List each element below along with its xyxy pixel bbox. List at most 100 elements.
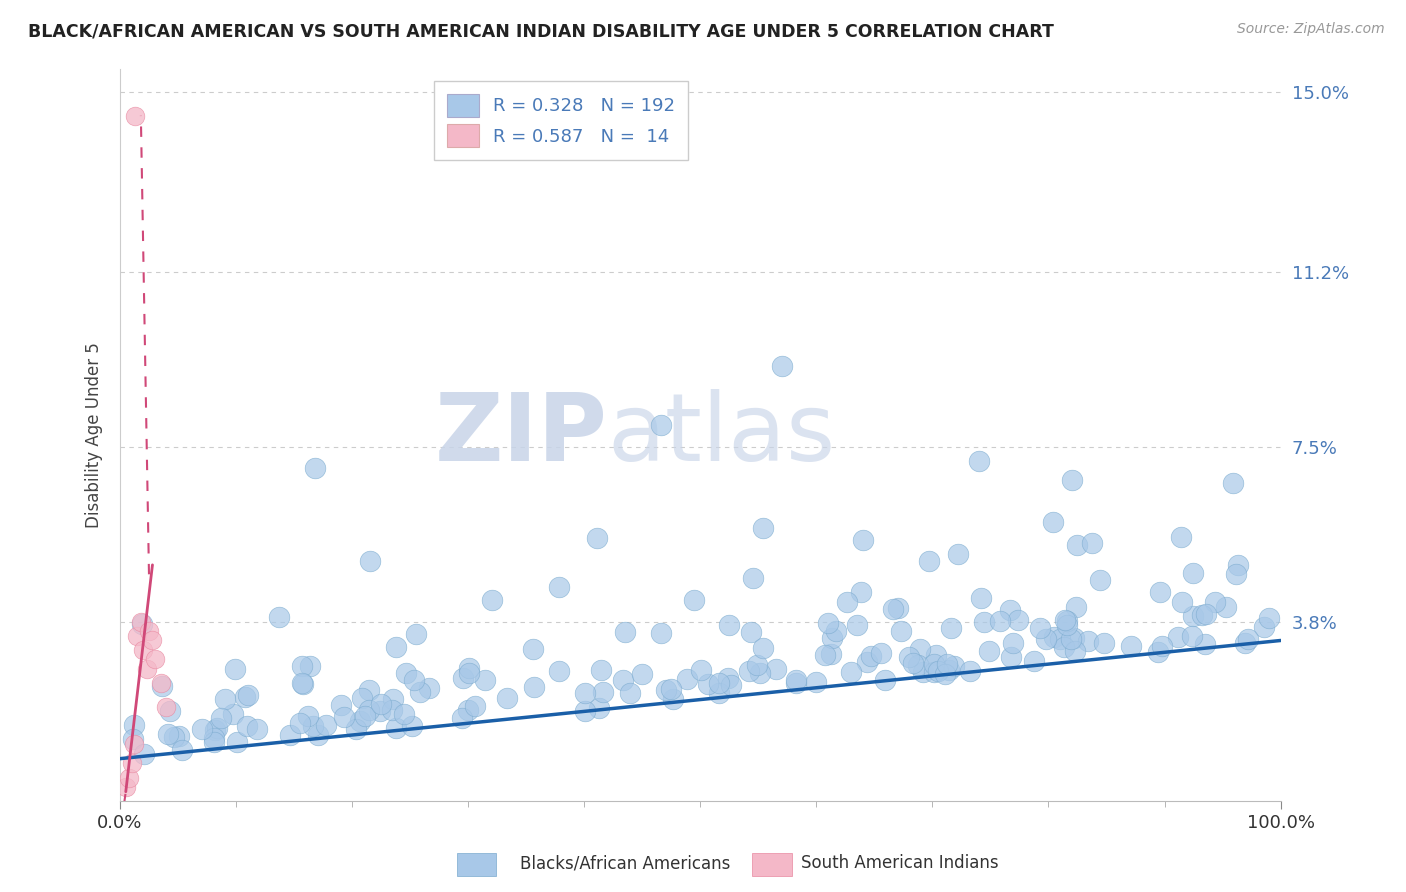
Blacks/African Americans	[612, 673, 634, 687]
Blacks/African Americans	[630, 667, 652, 681]
South American Indians	[121, 756, 143, 771]
Blacks/African Americans	[922, 665, 945, 679]
Blacks/African Americans	[707, 686, 730, 700]
South American Indians	[114, 780, 136, 794]
Blacks/African Americans	[333, 710, 356, 724]
Blacks/African Americans	[717, 671, 740, 685]
Blacks/African Americans	[707, 676, 730, 690]
Blacks/African Americans	[349, 714, 371, 728]
Blacks/African Americans	[496, 691, 519, 706]
Blacks/African Americans	[717, 618, 740, 632]
Blacks/African Americans	[1195, 607, 1218, 622]
Blacks/African Americans	[205, 721, 228, 735]
Blacks/African Americans	[720, 678, 742, 692]
Blacks/African Americans	[359, 703, 381, 717]
Blacks/African Americans	[1170, 530, 1192, 544]
Blacks/African Americans	[1077, 633, 1099, 648]
South American Indians	[127, 629, 149, 643]
Blacks/African Americans	[970, 591, 993, 605]
Blacks/African Americans	[302, 719, 325, 733]
Blacks/African Americans	[908, 641, 931, 656]
Text: BLACK/AFRICAN AMERICAN VS SOUTH AMERICAN INDIAN DISABILITY AGE UNDER 5 CORRELATI: BLACK/AFRICAN AMERICAN VS SOUTH AMERICAN…	[28, 22, 1054, 40]
Blacks/African Americans	[1007, 613, 1029, 627]
Blacks/African Americans	[370, 704, 392, 718]
Blacks/African Americans	[839, 665, 862, 679]
Blacks/African Americans	[1253, 620, 1275, 634]
Blacks/African Americans	[307, 728, 329, 742]
Blacks/African Americans	[925, 648, 948, 663]
Blacks/African Americans	[170, 743, 193, 757]
Blacks/African Americans	[1233, 635, 1256, 649]
Blacks/African Americans	[131, 617, 153, 632]
Blacks/African Americans	[927, 664, 949, 678]
Legend: R = 0.328   N = 192, R = 0.587   N =  14: R = 0.328 N = 192, R = 0.587 N = 14	[434, 81, 688, 160]
Text: Source: ZipAtlas.com: Source: ZipAtlas.com	[1237, 22, 1385, 37]
Blacks/African Americans	[859, 648, 882, 663]
Blacks/African Americans	[385, 722, 408, 736]
Blacks/African Americans	[922, 657, 945, 671]
Blacks/African Americans	[291, 658, 314, 673]
Blacks/African Americans	[591, 663, 613, 677]
Blacks/African Americans	[304, 461, 326, 475]
Blacks/African Americans	[156, 726, 179, 740]
Blacks/African Americans	[1049, 632, 1071, 647]
Blacks/African Americans	[887, 601, 910, 615]
Blacks/African Americans	[1215, 600, 1237, 615]
Blacks/African Americans	[765, 661, 787, 675]
Blacks/African Americans	[659, 682, 682, 697]
Blacks/African Americans	[820, 648, 842, 662]
South American Indians	[129, 615, 152, 629]
Blacks/African Americans	[1054, 613, 1077, 627]
Blacks/African Americans	[457, 665, 479, 680]
Blacks/African Americans	[405, 627, 427, 641]
Blacks/African Americans	[946, 547, 969, 561]
South American Indians	[149, 676, 172, 690]
Blacks/African Americans	[1000, 603, 1022, 617]
Text: ZIP: ZIP	[434, 389, 607, 481]
Blacks/African Americans	[785, 676, 807, 690]
Blacks/African Americans	[169, 729, 191, 743]
Blacks/African Americans	[804, 675, 827, 690]
Blacks/African Americans	[458, 661, 481, 675]
Blacks/African Americans	[689, 663, 711, 677]
Blacks/African Americans	[697, 677, 720, 691]
Blacks/African Americans	[846, 618, 869, 632]
Blacks/African Americans	[585, 531, 607, 545]
Blacks/African Americans	[941, 622, 963, 636]
Blacks/African Americans	[875, 673, 897, 688]
Blacks/African Americans	[350, 691, 373, 706]
Blacks/African Americans	[742, 571, 765, 585]
Blacks/African Americans	[481, 593, 503, 607]
Blacks/African Americans	[619, 686, 641, 700]
Blacks/African Americans	[817, 615, 839, 630]
South American Indians	[138, 624, 160, 638]
Blacks/African Americans	[457, 703, 479, 717]
Blacks/African Americans	[855, 655, 877, 669]
Blacks/African Americans	[662, 691, 685, 706]
Blacks/African Americans	[821, 631, 844, 645]
Blacks/African Americans	[381, 703, 404, 717]
Blacks/African Americans	[1000, 650, 1022, 665]
Blacks/African Americans	[837, 595, 859, 609]
Blacks/African Americans	[1171, 595, 1194, 609]
Blacks/African Americans	[370, 697, 392, 711]
South American Indians	[132, 643, 155, 657]
Blacks/African Americans	[959, 664, 981, 678]
Blacks/African Americans	[290, 716, 312, 731]
Blacks/African Americans	[1060, 473, 1083, 487]
Blacks/African Americans	[785, 673, 807, 688]
Blacks/African Americans	[1182, 608, 1205, 623]
Blacks/African Americans	[1022, 654, 1045, 668]
Blacks/African Americans	[1066, 539, 1088, 553]
Blacks/African Americans	[901, 657, 924, 671]
South American Indians	[141, 633, 163, 648]
Blacks/African Americans	[942, 659, 965, 673]
Blacks/African Americans	[1056, 614, 1078, 628]
Blacks/African Americans	[418, 681, 440, 695]
South American Indians	[122, 738, 145, 752]
Blacks/African Americans	[852, 533, 875, 548]
Blacks/African Americans	[122, 731, 145, 746]
South American Indians	[155, 699, 177, 714]
Text: Blacks/African Americans: Blacks/African Americans	[520, 855, 731, 872]
Blacks/African Americans	[574, 686, 596, 700]
